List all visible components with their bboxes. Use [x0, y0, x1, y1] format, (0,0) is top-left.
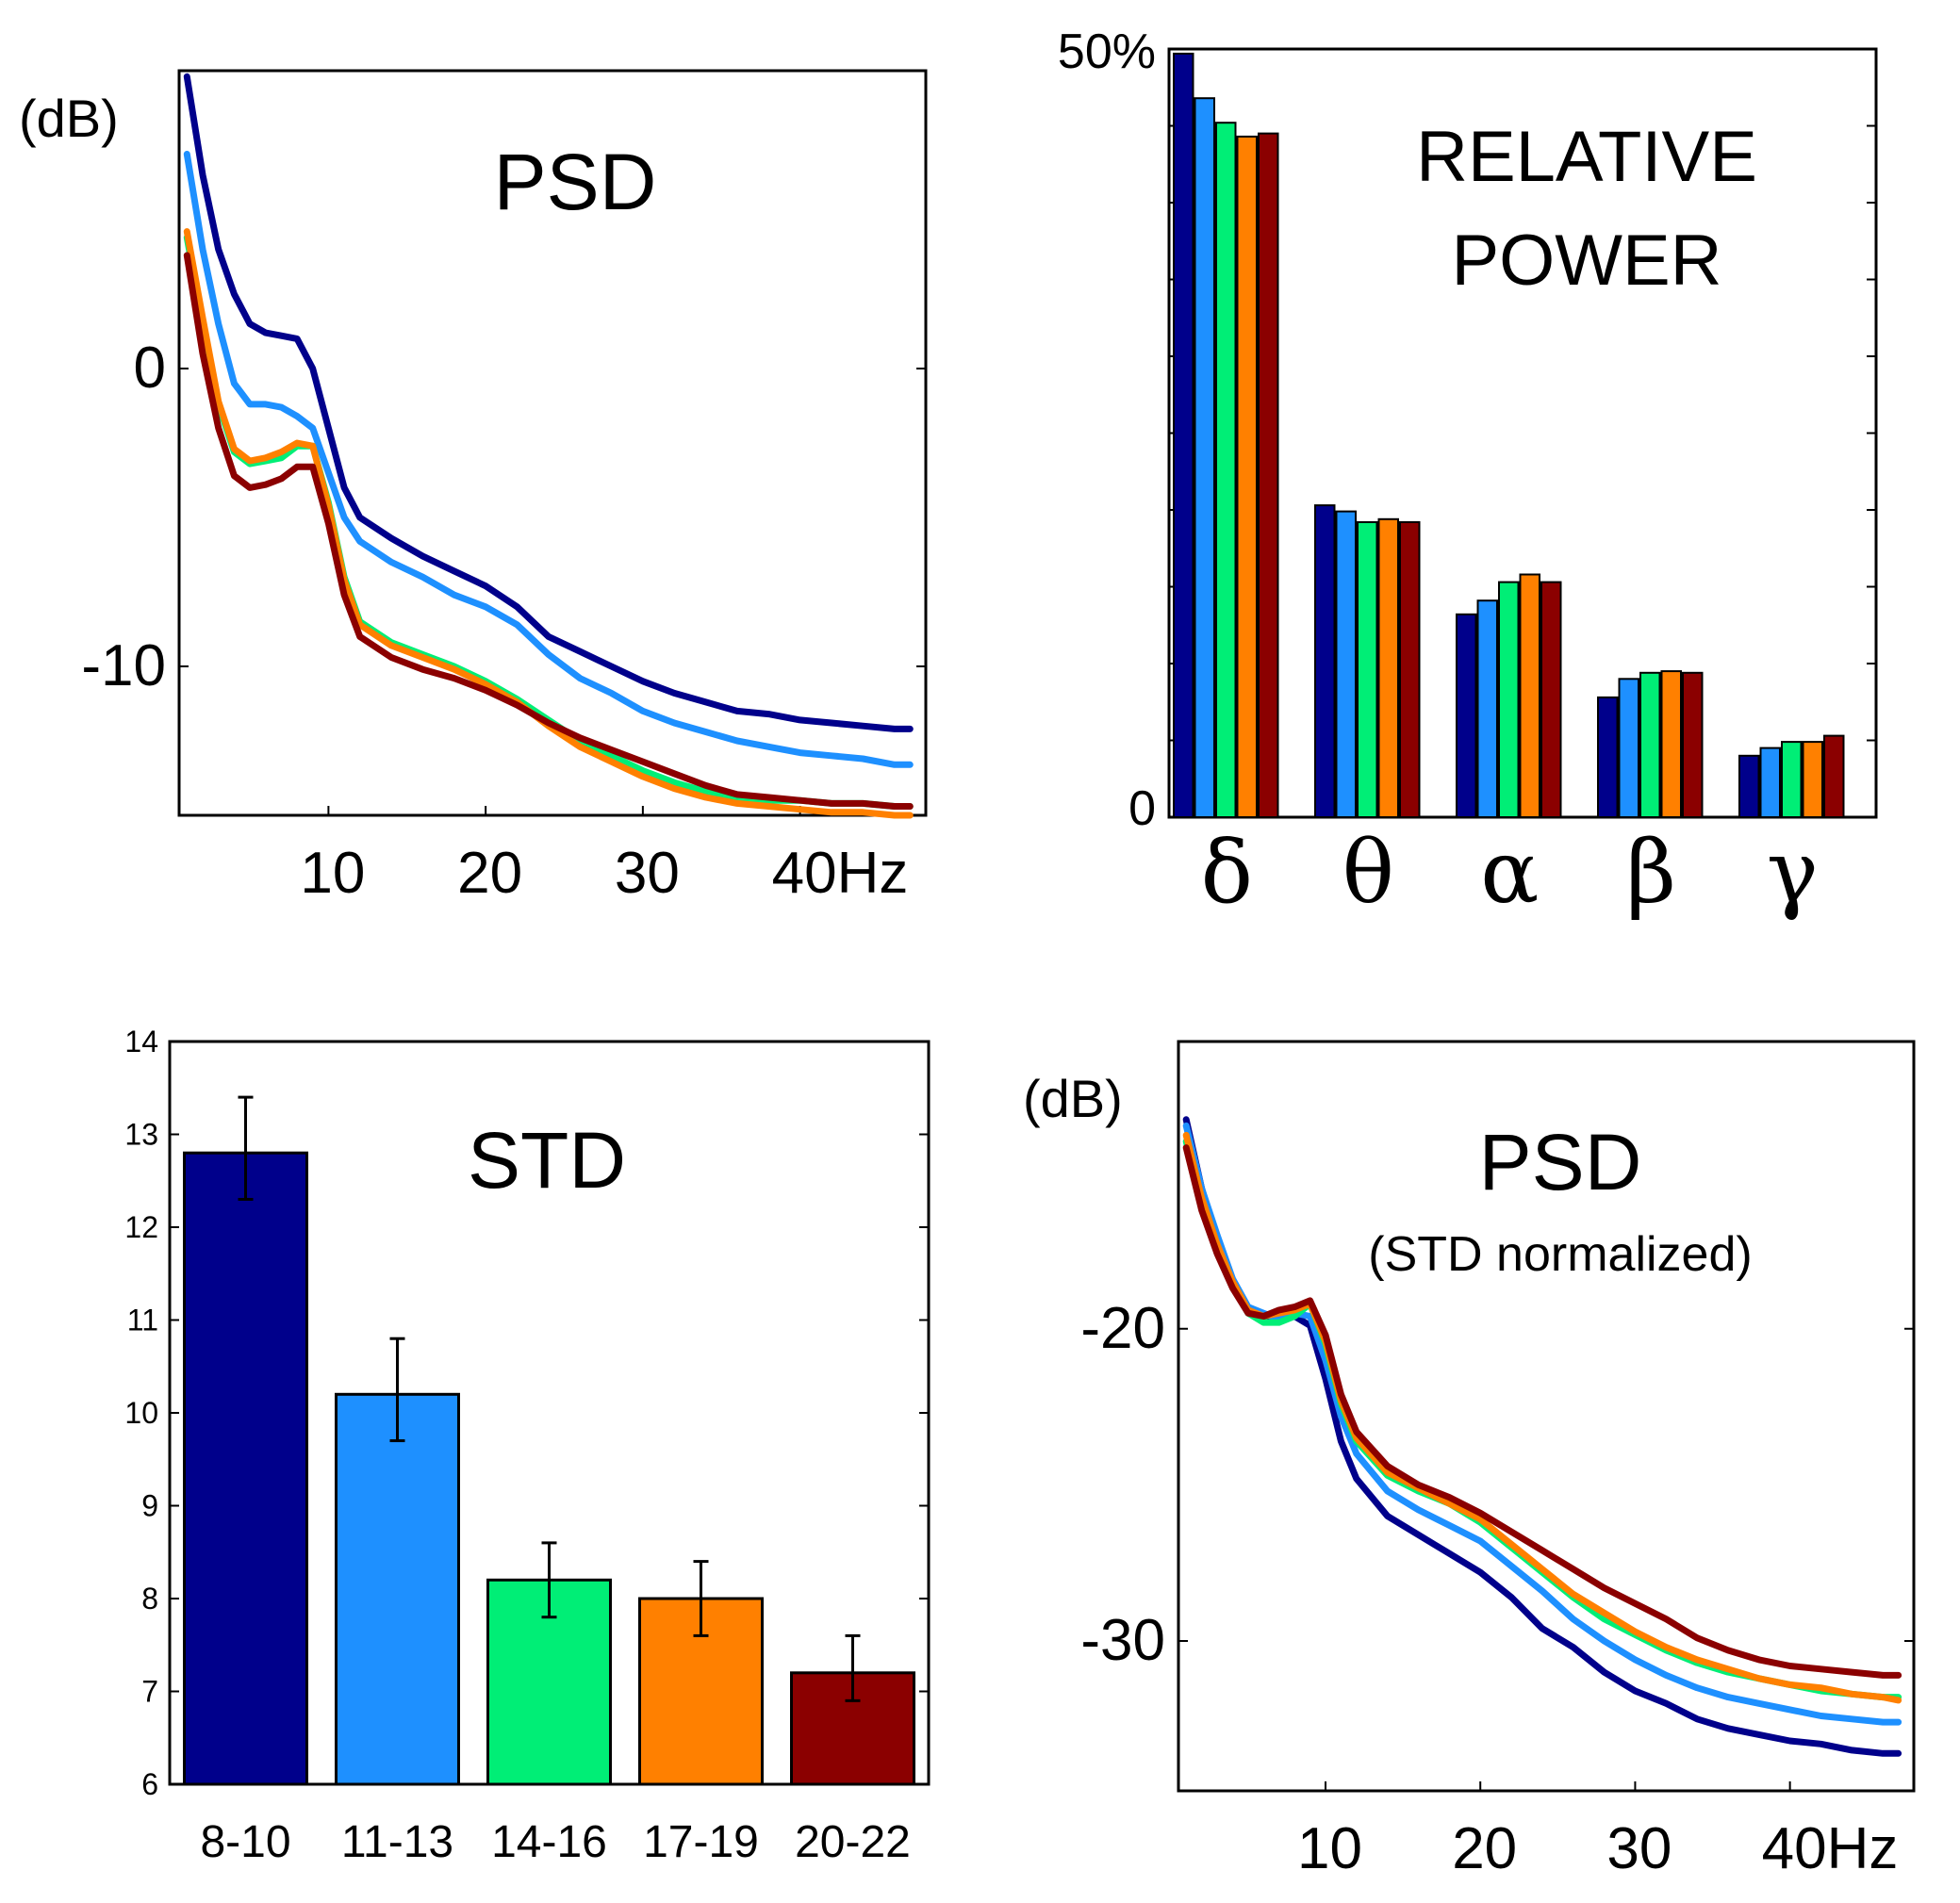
psd-line-8-10 — [183, 73, 914, 732]
relative-power-bar-11-13 — [1335, 510, 1357, 818]
psd-normalized-line-17-19 — [1182, 1131, 1902, 1704]
relative-power-category-label: δ — [1201, 822, 1253, 923]
relative-power-bar-8-10 — [1597, 696, 1619, 819]
relative-power-bar-17-19 — [1802, 741, 1823, 818]
psd-normalized-subtitle: (STD normalized) — [1368, 1227, 1752, 1282]
std-panel: STD 6 7 8 9 10 11 12 13 14 8-10 11-13 14-16 17-19 20-… — [124, 1025, 931, 1867]
std-bar-8-10 — [183, 1151, 308, 1786]
relative-power-category-label: γ — [1767, 822, 1819, 923]
psd-normalized-panel: (dB) PSD (STD normalized) -20 -30 10 20 30 40… — [1023, 1040, 1916, 1881]
relative-power-panel: RELATIVE POWER 50% 0δ θ α β γ — [1058, 25, 1878, 923]
psd-normalized-title: PSD — [1479, 1118, 1642, 1206]
relative-power-bar-17-19 — [1660, 670, 1682, 818]
relative-power-bar-8-10 — [1456, 613, 1477, 818]
relative-power-bar-17-19 — [1236, 135, 1258, 818]
std-ytick-label: 6 — [141, 1767, 158, 1801]
psd-xtick-label: 20 — [457, 841, 522, 906]
relative-power-bar-14-16 — [1781, 741, 1803, 818]
relative-power-bar-11-13 — [1618, 678, 1639, 818]
psd-line-17-19 — [183, 228, 914, 819]
relative-power-bar-20-22 — [1682, 671, 1704, 818]
std-ytick-label: 10 — [124, 1396, 158, 1430]
std-ytick-label: 13 — [124, 1118, 158, 1152]
std-ytick-label: 7 — [141, 1675, 158, 1709]
psd-normalized-xtick-label: 30 — [1606, 1816, 1672, 1881]
psd-xtick-label: 40Hz — [772, 841, 909, 906]
std-ytick-label: 14 — [124, 1025, 158, 1058]
psd-ytick-label: -10 — [81, 633, 166, 698]
psd-normalized-xtick-label: 10 — [1297, 1816, 1362, 1881]
std-ytick-label: 9 — [141, 1489, 158, 1523]
relative-power-bar-14-16 — [1498, 581, 1520, 818]
std-category-label: 8-10 — [200, 1817, 290, 1867]
psd-axes-frame — [177, 69, 928, 817]
std-bar-11-13 — [335, 1392, 460, 1786]
psd-normalized-line-8-10 — [1182, 1116, 1902, 1757]
relative-power-bar-20-22 — [1258, 132, 1279, 819]
psd-normalized-line-11-13 — [1182, 1122, 1902, 1726]
relative-power-bar-8-10 — [1738, 754, 1760, 818]
relative-power-category-label: α — [1480, 822, 1539, 923]
relative-power-bar-11-13 — [1759, 746, 1781, 818]
relative-power-bar-20-22 — [1823, 734, 1845, 818]
relative-power-ytick-label: 50% — [1058, 25, 1156, 79]
relative-power-bar-8-10 — [1314, 504, 1336, 818]
psd-normalized-line-14-16 — [1182, 1138, 1902, 1701]
std-category-label: 17-19 — [643, 1817, 759, 1867]
relative-power-ytick-label: 0 — [1128, 781, 1156, 836]
std-category-label: 14-16 — [491, 1817, 607, 1867]
psd-normalized-ylabel: (dB) — [1023, 1069, 1123, 1128]
relative-power-bar-8-10 — [1173, 52, 1194, 818]
std-ytick-label: 11 — [127, 1304, 158, 1337]
relative-power-bar-20-22 — [1399, 521, 1421, 818]
psd-normalized-axes-frame — [1177, 1040, 1916, 1793]
psd-ylabel: (dB) — [19, 89, 119, 148]
relative-power-bar-17-19 — [1377, 517, 1399, 818]
psd-normalized-line-20-22 — [1182, 1144, 1902, 1679]
relative-power-title-line1: RELATIVE — [1416, 117, 1757, 197]
relative-power-bar-11-13 — [1476, 599, 1498, 819]
std-category-label: 11-13 — [341, 1817, 453, 1867]
relative-power-bar-14-16 — [1639, 671, 1661, 818]
psd-xtick-label: 30 — [615, 841, 680, 906]
psd-normalized-ytick-label: -30 — [1080, 1608, 1165, 1673]
relative-power-bar-17-19 — [1519, 573, 1540, 818]
psd-ytick-label: 0 — [134, 336, 166, 401]
relative-power-bar-14-16 — [1357, 521, 1378, 818]
relative-power-category-label: β — [1626, 822, 1676, 923]
relative-power-bar-11-13 — [1194, 97, 1215, 818]
relative-power-category-label: θ — [1342, 822, 1394, 923]
std-title: STD — [468, 1116, 626, 1205]
std-ytick-label: 12 — [124, 1210, 158, 1244]
psd-xtick-label: 10 — [300, 841, 365, 906]
psd-title: PSD — [494, 138, 657, 226]
std-ytick-label: 8 — [141, 1582, 158, 1616]
psd-line-20-22 — [183, 252, 914, 810]
psd-line-11-13 — [183, 151, 914, 768]
relative-power-bar-14-16 — [1215, 122, 1237, 818]
psd-normalized-ytick-label: -20 — [1080, 1296, 1165, 1361]
relative-power-bar-20-22 — [1540, 581, 1562, 818]
std-category-label: 20-22 — [795, 1817, 911, 1867]
psd-normalized-xtick-label: 20 — [1452, 1816, 1517, 1881]
psd-panel: (dB) PSD 0 -10 10 20 30 40Hz — [19, 69, 928, 906]
relative-power-title-line2: POWER — [1451, 221, 1721, 301]
psd-normalized-xtick-label: 40Hz — [1762, 1816, 1899, 1881]
